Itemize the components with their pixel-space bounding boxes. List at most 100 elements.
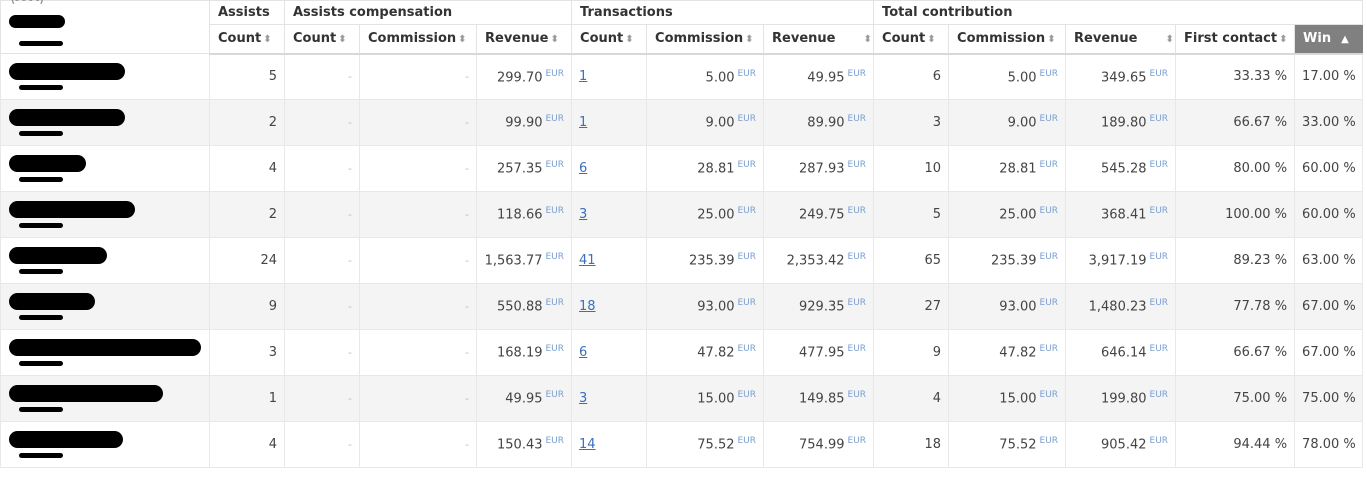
cell-value: 545.28 xyxy=(1101,161,1147,177)
sort-icon[interactable]: ⬍ xyxy=(1279,34,1288,46)
cell-value: 75.52 xyxy=(999,437,1037,453)
column-header-trans-revenue[interactable]: Revenue ⬍ xyxy=(763,24,875,55)
cell-value: 235.39 xyxy=(991,253,1037,269)
column-header-trans-count[interactable]: Count ⬍ xyxy=(571,24,648,55)
cell-value: 47.82 xyxy=(697,345,735,361)
table-row: 1- -49.95 EUR 3 15.00 EUR 149.85 EUR 4 15.00 EUR 19… xyxy=(0,375,1364,422)
currency-label: EUR xyxy=(545,390,565,401)
column-header-comp-commission[interactable]: Commission ⬍ xyxy=(359,24,477,55)
table-row: 5- -299.70 EUR 1 5.00 EUR 49.95 EUR 6 5.00 EUR 349.… xyxy=(0,53,1364,100)
redacted-name-bar xyxy=(9,339,201,356)
column-header-trans-commission[interactable]: Commission ⬍ xyxy=(646,24,765,55)
column-header-total-revenue[interactable]: Revenue ⬍ xyxy=(1065,24,1177,55)
redacted-subtitle-bar xyxy=(19,361,63,366)
cell-value: 118.66 xyxy=(497,207,543,223)
row-name-cell xyxy=(0,329,210,376)
column-header-total-count[interactable]: Count ⬍ xyxy=(873,24,950,55)
sort-icon[interactable]: ⬍ xyxy=(263,34,272,46)
cell-comp-count: - xyxy=(284,375,360,422)
empty-value: - xyxy=(348,300,352,313)
cell-trans-count: 3 xyxy=(571,191,648,238)
cell-value: 49.95 xyxy=(807,69,845,85)
empty-value: - xyxy=(465,208,469,221)
cell-comp-count: - xyxy=(284,99,360,146)
sort-icon[interactable]: ⬍ xyxy=(1165,34,1174,46)
cell-total-count: 6 xyxy=(873,53,950,100)
currency-label: EUR xyxy=(847,298,867,309)
cell-assists-count: 4 xyxy=(209,145,285,192)
table-row: 9- -550.88 EUR 18 93.00 EUR 929.35 EUR 27 93.00 EU… xyxy=(0,283,1364,330)
cell-first-contact: 66.67 % xyxy=(1175,329,1296,376)
cell-value: 49.95 xyxy=(505,391,543,407)
cell-trans-revenue: 287.93 EUR xyxy=(763,145,875,192)
transactions-count-link[interactable]: 41 xyxy=(579,253,596,268)
transactions-count-link[interactable]: 3 xyxy=(579,207,588,222)
sort-icon[interactable]: ⬍ xyxy=(1047,34,1056,46)
empty-value: - xyxy=(348,346,352,359)
sort-ascending-icon[interactable]: ▲ xyxy=(1341,34,1349,46)
currency-label: EUR xyxy=(545,298,565,309)
sort-icon[interactable]: ⬍ xyxy=(338,34,347,46)
group-header-transactions: Transactions xyxy=(571,0,875,25)
column-header-comp-count[interactable]: Count ⬍ xyxy=(284,24,360,55)
transactions-count-link[interactable]: 1 xyxy=(579,115,588,130)
cell-value: 25.00 xyxy=(999,207,1037,223)
cell-first-contact: 75.00 % xyxy=(1175,375,1296,422)
cell-win: 67.00 % xyxy=(1294,283,1364,330)
currency-label: EUR xyxy=(1039,344,1059,355)
sort-icon[interactable]: ⬍ xyxy=(745,34,754,46)
currency-label: EUR xyxy=(847,160,867,171)
cell-trans-commission: 9.00 EUR xyxy=(646,99,765,146)
sort-icon[interactable]: ⬍ xyxy=(550,34,559,46)
cell-assists-count: 1 xyxy=(209,375,285,422)
empty-value: - xyxy=(465,162,469,175)
currency-label: EUR xyxy=(1039,68,1059,79)
column-header-win[interactable]: Win ▲ xyxy=(1294,24,1364,55)
currency-label: EUR xyxy=(847,68,867,79)
cell-value: 9 xyxy=(268,299,277,314)
cell-total-revenue: 189.80 EUR xyxy=(1065,99,1177,146)
cell-value: 33.00 % xyxy=(1302,115,1356,130)
sort-icon[interactable]: ⬍ xyxy=(927,34,936,46)
currency-label: EUR xyxy=(1149,160,1169,171)
column-header-comp-revenue[interactable]: Revenue ⬍ xyxy=(475,24,573,55)
redacted-subtitle-bar xyxy=(19,223,63,228)
column-header-assists-count[interactable]: Count ⬍ xyxy=(209,24,285,55)
column-header-first-contact[interactable]: First contact ⬍ xyxy=(1175,24,1296,55)
cell-value: 75.52 xyxy=(697,437,735,453)
transactions-count-link[interactable]: 18 xyxy=(579,299,596,314)
currency-label: EUR xyxy=(1149,298,1169,309)
cell-trans-count: 18 xyxy=(571,283,648,330)
cell-total-revenue: 545.28 EUR xyxy=(1065,145,1177,192)
cell-total-count: 27 xyxy=(873,283,950,330)
transactions-count-link[interactable]: 6 xyxy=(579,345,588,360)
transactions-count-link[interactable]: 1 xyxy=(579,69,588,85)
transactions-count-link[interactable]: 6 xyxy=(579,161,588,176)
transactions-count-link[interactable]: 14 xyxy=(579,437,596,452)
empty-value: - xyxy=(465,438,469,451)
table-row: 24- -1,563.77 EUR 41 235.39 EUR 2,353.42 EUR 65 2… xyxy=(0,237,1364,284)
row-name-cell xyxy=(0,191,210,238)
cell-value: 150.43 xyxy=(497,437,543,453)
cell-trans-commission: 93.00 EUR xyxy=(646,283,765,330)
cell-win: 75.00 % xyxy=(1294,375,1364,422)
cell-comp-count: - xyxy=(284,53,360,100)
cell-comp-revenue: 550.88 EUR xyxy=(475,283,573,330)
cell-total-revenue: 368.41 EUR xyxy=(1065,191,1177,238)
currency-label: EUR xyxy=(737,160,757,171)
currency-label: EUR xyxy=(1039,252,1059,263)
cell-total-commission: 28.81 EUR xyxy=(948,145,1067,192)
transactions-count-link[interactable]: 3 xyxy=(579,391,588,406)
sort-icon[interactable]: ⬍ xyxy=(863,34,872,46)
cell-value: 78.00 % xyxy=(1302,437,1356,452)
sort-icon[interactable]: ⬍ xyxy=(458,34,467,46)
cell-trans-count: 3 xyxy=(571,375,648,422)
row-name-cell xyxy=(0,421,210,468)
cell-value: 67.00 % xyxy=(1302,345,1356,360)
sort-icon[interactable]: ⬍ xyxy=(625,34,634,46)
redacted-subtitle-bar xyxy=(19,131,63,136)
cell-value: 477.95 xyxy=(799,345,845,361)
cell-comp-commission: - xyxy=(359,375,477,422)
column-header-total-commission[interactable]: Commission ⬍ xyxy=(948,24,1067,55)
cell-value: 67.00 % xyxy=(1302,299,1356,314)
